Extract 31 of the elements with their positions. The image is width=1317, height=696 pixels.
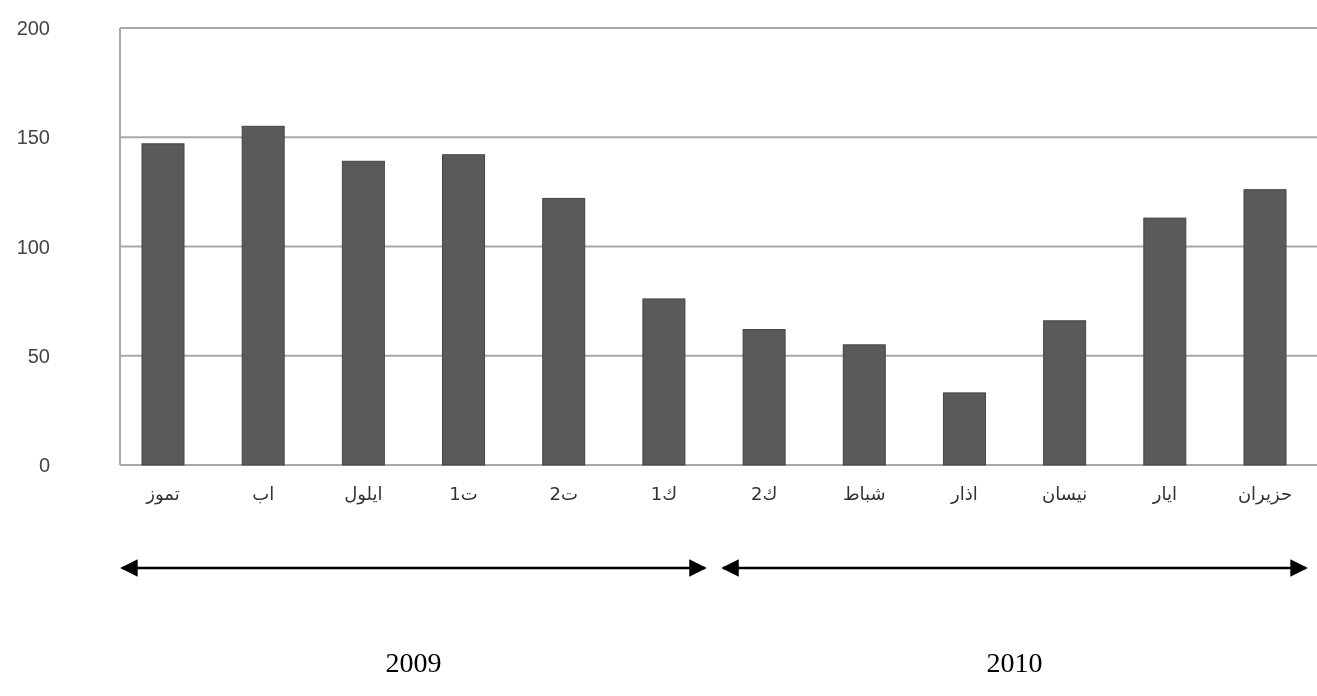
bar xyxy=(1243,189,1287,466)
x-tick-label: ك1 xyxy=(650,483,678,504)
x-tick-label: ت2 xyxy=(549,483,578,504)
y-tick-label: 50 xyxy=(27,344,50,367)
bar xyxy=(442,154,486,466)
x-tick-label: حزيران xyxy=(1237,483,1293,505)
x-tick-label: نيسان xyxy=(1042,483,1088,504)
bar xyxy=(642,298,686,466)
x-tick-label: ايلول xyxy=(344,483,383,505)
x-tick-label: ت1 xyxy=(449,483,478,504)
text: 2009 xyxy=(385,647,442,678)
bar xyxy=(341,160,385,466)
x-tick-label: اذار xyxy=(950,483,978,504)
bar xyxy=(742,329,786,466)
bar xyxy=(942,392,986,466)
x-tick-label: تموز xyxy=(145,483,180,505)
x-tick-label: ايار xyxy=(1151,483,1177,504)
bar xyxy=(1043,320,1087,466)
y-tick-label: 0 xyxy=(38,454,50,476)
bar xyxy=(241,125,285,466)
y-tick-label: 150 xyxy=(16,126,50,149)
x-tick-label: شباط xyxy=(842,483,886,504)
y-tick-label: 100 xyxy=(16,235,50,258)
bar xyxy=(141,143,185,466)
x-tick-label: ك2 xyxy=(750,483,778,504)
text: 2010 xyxy=(986,647,1043,678)
x-tick-label: اب xyxy=(252,483,275,504)
bar xyxy=(842,344,886,466)
bar xyxy=(542,197,586,466)
bar xyxy=(1143,217,1187,466)
y-tick-label: 200 xyxy=(16,17,50,39)
